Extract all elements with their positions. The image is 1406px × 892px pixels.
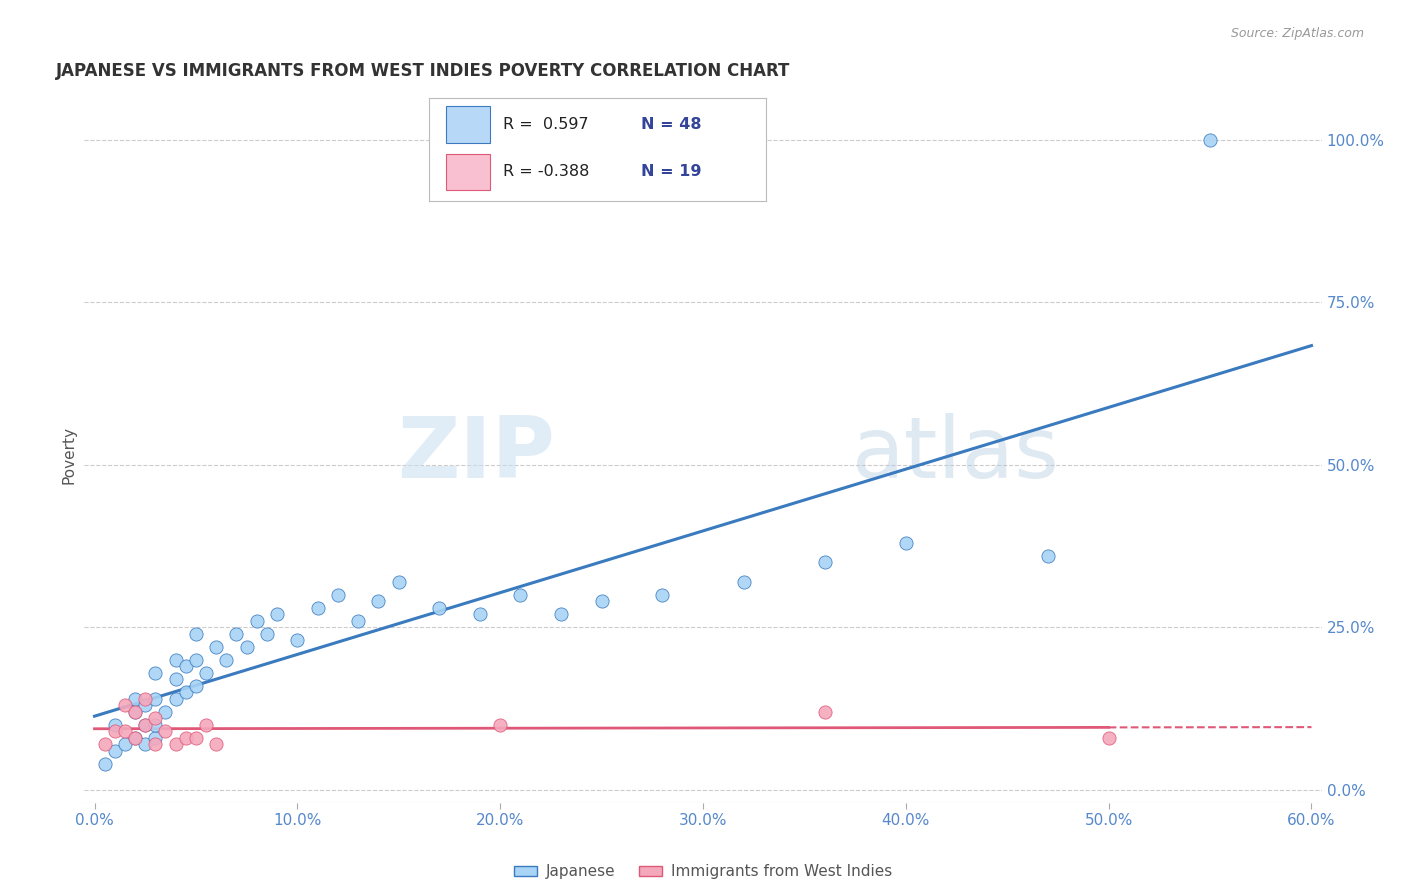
Point xyxy=(165,653,187,667)
Point xyxy=(134,718,156,732)
Point xyxy=(143,737,166,751)
Point xyxy=(468,607,491,622)
Point xyxy=(256,626,278,640)
Point xyxy=(104,744,127,758)
Point xyxy=(733,574,755,589)
Point xyxy=(134,698,156,713)
Point xyxy=(326,588,349,602)
Bar xyxy=(446,153,489,190)
Point xyxy=(134,718,156,732)
Point xyxy=(155,705,177,719)
Point xyxy=(427,600,450,615)
Point xyxy=(124,731,146,745)
Text: JAPANESE VS IMMIGRANTS FROM WEST INDIES POVERTY CORRELATION CHART: JAPANESE VS IMMIGRANTS FROM WEST INDIES … xyxy=(56,62,790,80)
Point xyxy=(235,640,257,654)
Point xyxy=(509,588,531,602)
Point xyxy=(93,737,115,751)
Point xyxy=(195,718,218,732)
Point xyxy=(184,731,207,745)
Point xyxy=(266,607,288,622)
Text: Source: ZipAtlas.com: Source: ZipAtlas.com xyxy=(1230,27,1364,40)
Point xyxy=(104,724,127,739)
Text: N = 48: N = 48 xyxy=(641,117,702,132)
Point xyxy=(184,653,207,667)
Point xyxy=(104,718,127,732)
Point xyxy=(114,737,136,751)
Point xyxy=(124,731,146,745)
Point xyxy=(367,594,389,608)
Point xyxy=(184,626,207,640)
Point xyxy=(195,665,218,680)
Point xyxy=(285,633,308,648)
Point xyxy=(143,665,166,680)
Point xyxy=(1098,731,1121,745)
Point xyxy=(388,574,411,589)
Legend: Japanese, Immigrants from West Indies: Japanese, Immigrants from West Indies xyxy=(508,858,898,886)
Point xyxy=(225,626,247,640)
Point xyxy=(155,724,177,739)
Point xyxy=(143,711,166,725)
Point xyxy=(165,737,187,751)
Point xyxy=(174,731,197,745)
Point xyxy=(591,594,613,608)
Bar xyxy=(446,106,489,144)
Point xyxy=(651,588,673,602)
Point xyxy=(246,614,269,628)
Point xyxy=(215,653,238,667)
Point xyxy=(307,600,329,615)
Point xyxy=(134,737,156,751)
Point xyxy=(143,691,166,706)
Point xyxy=(205,640,228,654)
Point xyxy=(165,672,187,686)
Point xyxy=(114,698,136,713)
Text: ZIP: ZIP xyxy=(396,413,554,497)
Point xyxy=(143,731,166,745)
Point xyxy=(205,737,228,751)
Text: N = 19: N = 19 xyxy=(641,164,702,179)
Point xyxy=(143,718,166,732)
Point xyxy=(814,555,837,569)
Text: atlas: atlas xyxy=(852,413,1060,497)
Point xyxy=(1036,549,1059,563)
Point xyxy=(124,705,146,719)
Point xyxy=(894,535,917,549)
Point xyxy=(165,691,187,706)
Point xyxy=(93,756,115,771)
Point xyxy=(814,705,837,719)
Point xyxy=(124,705,146,719)
Point xyxy=(347,614,370,628)
Point xyxy=(174,659,197,673)
Point xyxy=(134,691,156,706)
Point xyxy=(114,724,136,739)
Point xyxy=(184,679,207,693)
Point xyxy=(174,685,197,699)
Point xyxy=(489,718,512,732)
Y-axis label: Poverty: Poverty xyxy=(60,425,76,484)
Text: R =  0.597: R = 0.597 xyxy=(503,117,589,132)
Text: R = -0.388: R = -0.388 xyxy=(503,164,589,179)
Point xyxy=(550,607,572,622)
Point xyxy=(124,691,146,706)
Point xyxy=(1199,132,1222,146)
